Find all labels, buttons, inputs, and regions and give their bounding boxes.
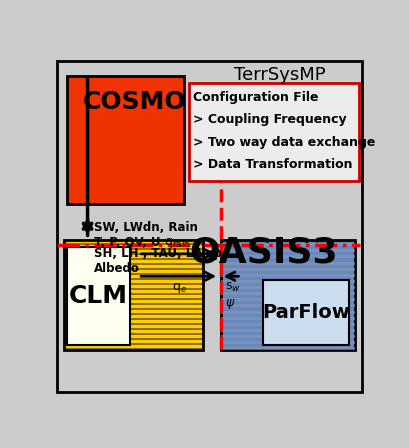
Bar [64, 283, 203, 285]
Bar [221, 267, 355, 271]
Bar [64, 318, 203, 320]
Bar [221, 298, 355, 302]
Bar [64, 267, 203, 270]
Bar [221, 286, 355, 289]
Text: CLM: CLM [69, 284, 128, 308]
Bar [64, 328, 203, 330]
Bar [64, 288, 203, 290]
Bar [263, 280, 349, 345]
Bar [64, 303, 203, 305]
Bar [221, 249, 355, 252]
Bar [64, 242, 203, 245]
Text: > Data Transformation: > Data Transformation [193, 158, 353, 171]
Bar [221, 305, 355, 307]
Bar [64, 253, 203, 255]
Text: > Coupling Frequency: > Coupling Frequency [193, 113, 347, 126]
Text: COSMO: COSMO [83, 90, 187, 114]
Text: SH, LH , TAU, LWup
Albedo: SH, LH , TAU, LWup Albedo [94, 247, 222, 275]
Bar [64, 323, 203, 325]
Bar [221, 341, 355, 345]
Text: Configuration File: Configuration File [193, 91, 319, 104]
Bar [221, 317, 355, 320]
Bar [64, 278, 203, 280]
Bar [221, 243, 355, 246]
Bar [221, 347, 355, 350]
Bar [221, 329, 355, 332]
Text: OASIS3: OASIS3 [189, 235, 338, 269]
Bar [64, 308, 203, 310]
Text: q$_{\rm rain}$: q$_{\rm rain}$ [164, 237, 191, 250]
Bar [221, 255, 355, 258]
Bar [221, 335, 355, 338]
Bar [64, 348, 203, 350]
Text: SW, LWdn, Rain
T, P, QV, U: SW, LWdn, Rain T, P, QV, U [94, 221, 198, 249]
Bar [64, 333, 203, 336]
Text: ParFlow: ParFlow [263, 303, 350, 322]
Bar [189, 83, 359, 181]
Bar [221, 323, 355, 326]
Bar [64, 293, 203, 295]
Bar [64, 248, 203, 250]
Text: q$_e$: q$_e$ [172, 281, 187, 295]
Bar [64, 338, 203, 340]
Bar [67, 247, 130, 345]
Bar [67, 76, 184, 204]
Text: > Two way data exchange: > Two way data exchange [193, 136, 375, 149]
Bar [221, 240, 355, 350]
Bar [221, 280, 355, 283]
Bar [221, 292, 355, 295]
Bar [64, 313, 203, 315]
Text: TerrSysMP: TerrSysMP [234, 66, 325, 84]
Bar [221, 310, 355, 314]
Bar [221, 262, 355, 265]
Bar [221, 274, 355, 277]
Text: s$_w$
$\psi$: s$_w$ $\psi$ [225, 281, 240, 311]
Bar [64, 263, 203, 265]
Bar [64, 240, 203, 350]
Bar [64, 273, 203, 275]
Bar [64, 343, 203, 345]
Bar [64, 258, 203, 260]
Bar [64, 298, 203, 300]
